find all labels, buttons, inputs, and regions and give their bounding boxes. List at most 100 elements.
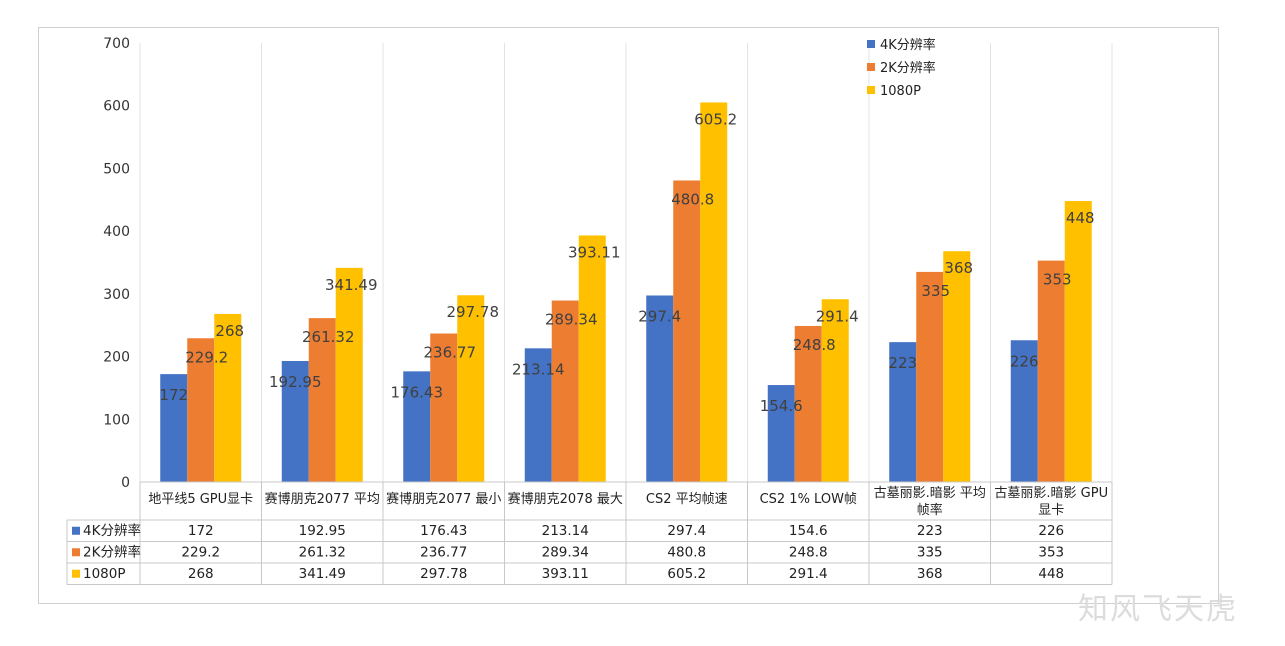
table-cell: 154.6 <box>789 523 828 539</box>
table-legend-swatch <box>72 548 80 557</box>
table-cell: 223 <box>917 523 943 539</box>
legend-label: 4K分辨率 <box>880 37 936 53</box>
chart-frame: 0 100 200 300 400 500 600 700 172 192.95 176.43 21… <box>38 27 1219 604</box>
data-label: 291.4 <box>816 307 859 325</box>
category-label: CS2 平均帧速 <box>646 492 728 507</box>
bar <box>214 313 242 482</box>
category-label: 古墓丽影.暗影 平均 <box>874 486 986 501</box>
bar <box>308 318 336 482</box>
data-label: 289.34 <box>545 311 598 329</box>
data-label: 297.4 <box>638 307 681 325</box>
table-cell: 393.11 <box>542 566 589 582</box>
legend-swatch <box>867 86 875 94</box>
table-cell: 341.49 <box>299 566 346 582</box>
table-cell: 192.95 <box>299 523 346 539</box>
table-series-name: 4K分辨率 <box>83 522 141 539</box>
data-label: 335 <box>921 282 950 300</box>
category-label: 赛博朋克2077 最小 <box>386 491 501 507</box>
bar <box>430 333 458 482</box>
bar <box>457 295 485 482</box>
table-cell: 291.4 <box>789 566 828 582</box>
table-series-name: 2K分辨率 <box>83 544 141 561</box>
y-tick-label: 100 <box>103 412 130 428</box>
table-cell: 248.8 <box>789 545 828 561</box>
data-label: 261.32 <box>302 328 355 346</box>
table-cell: 297.78 <box>420 566 467 582</box>
bar <box>1037 260 1065 482</box>
category-label: CS2 1% LOW帧 <box>760 492 857 507</box>
table-legend-swatch <box>72 526 80 535</box>
table-cell: 176.43 <box>420 523 467 539</box>
data-label: 226 <box>1010 352 1039 370</box>
data-label: 480.8 <box>671 190 714 208</box>
table-cell: 289.34 <box>542 545 589 561</box>
table-cell: 448 <box>1038 566 1064 582</box>
table-cell: 605.2 <box>667 566 706 582</box>
bar <box>551 300 579 482</box>
y-tick-label: 300 <box>103 287 130 303</box>
category-label: 显卡 <box>1038 503 1064 518</box>
table-cell: 297.4 <box>667 523 706 539</box>
bar <box>335 267 363 482</box>
data-label: 297.78 <box>447 303 500 321</box>
watermark-text: 知风飞天虎 <box>1078 592 1238 627</box>
bar <box>646 295 674 482</box>
y-tick-label: 500 <box>103 161 130 177</box>
bar <box>578 235 606 482</box>
table-cell: 480.8 <box>667 545 706 561</box>
data-label: 213.14 <box>512 360 565 378</box>
bar <box>700 102 728 483</box>
legend-swatch <box>867 63 875 71</box>
data-label: 176.43 <box>391 383 444 401</box>
bar <box>916 271 944 482</box>
table-cell: 236.77 <box>420 545 467 561</box>
y-tick-label: 200 <box>103 350 130 366</box>
table-legend-swatch <box>72 569 80 578</box>
bar <box>673 180 701 482</box>
bar <box>889 342 917 482</box>
bar <box>1010 340 1038 482</box>
bar <box>821 299 849 482</box>
category-label: 古墓丽影.暗影 GPU <box>994 486 1108 501</box>
table-cell: 172 <box>188 523 214 539</box>
y-tick-label: 0 <box>121 475 130 491</box>
y-tick-label: 400 <box>103 224 130 240</box>
data-label: 172 <box>159 386 188 404</box>
data-label: 341.49 <box>325 276 378 294</box>
legend-swatch <box>867 40 875 48</box>
bar <box>281 360 309 482</box>
bar-chart: 0 100 200 300 400 500 600 700 172 192.95 176.43 21… <box>66 36 1113 585</box>
data-label: 393.11 <box>568 243 621 261</box>
bar <box>943 251 971 482</box>
data-label: 192.95 <box>269 373 322 391</box>
bar <box>1064 201 1092 483</box>
table-cell: 226 <box>1038 523 1064 539</box>
data-label: 368 <box>944 259 973 277</box>
category-label: 赛博朋克2077 平均 <box>265 491 380 507</box>
table-cell: 229.2 <box>181 545 220 561</box>
data-label: 248.8 <box>793 336 836 354</box>
table-cell: 261.32 <box>299 545 346 561</box>
bar <box>160 374 188 482</box>
y-tick-label: 600 <box>103 99 130 115</box>
table-cell: 353 <box>1038 545 1064 561</box>
y-tick-label: 700 <box>103 36 130 52</box>
data-label: 154.6 <box>760 397 803 415</box>
bar <box>403 371 431 482</box>
data-label: 605.2 <box>694 110 737 128</box>
table-cell: 213.14 <box>542 523 589 539</box>
data-label: 223 <box>888 354 917 372</box>
data-label: 448 <box>1066 209 1095 227</box>
table-cell: 335 <box>917 545 943 561</box>
data-label: 268 <box>215 322 244 340</box>
legend-label: 2K分辨率 <box>880 60 936 76</box>
data-label: 236.77 <box>424 344 477 362</box>
category-label: 帧率 <box>917 502 943 518</box>
legend-label: 1080P <box>880 84 921 99</box>
bar <box>524 348 552 482</box>
bar <box>187 338 215 482</box>
data-label: 353 <box>1043 271 1072 289</box>
bar <box>767 385 795 482</box>
category-label: 地平线5 GPU显卡 <box>148 492 253 507</box>
bar <box>794 325 822 482</box>
